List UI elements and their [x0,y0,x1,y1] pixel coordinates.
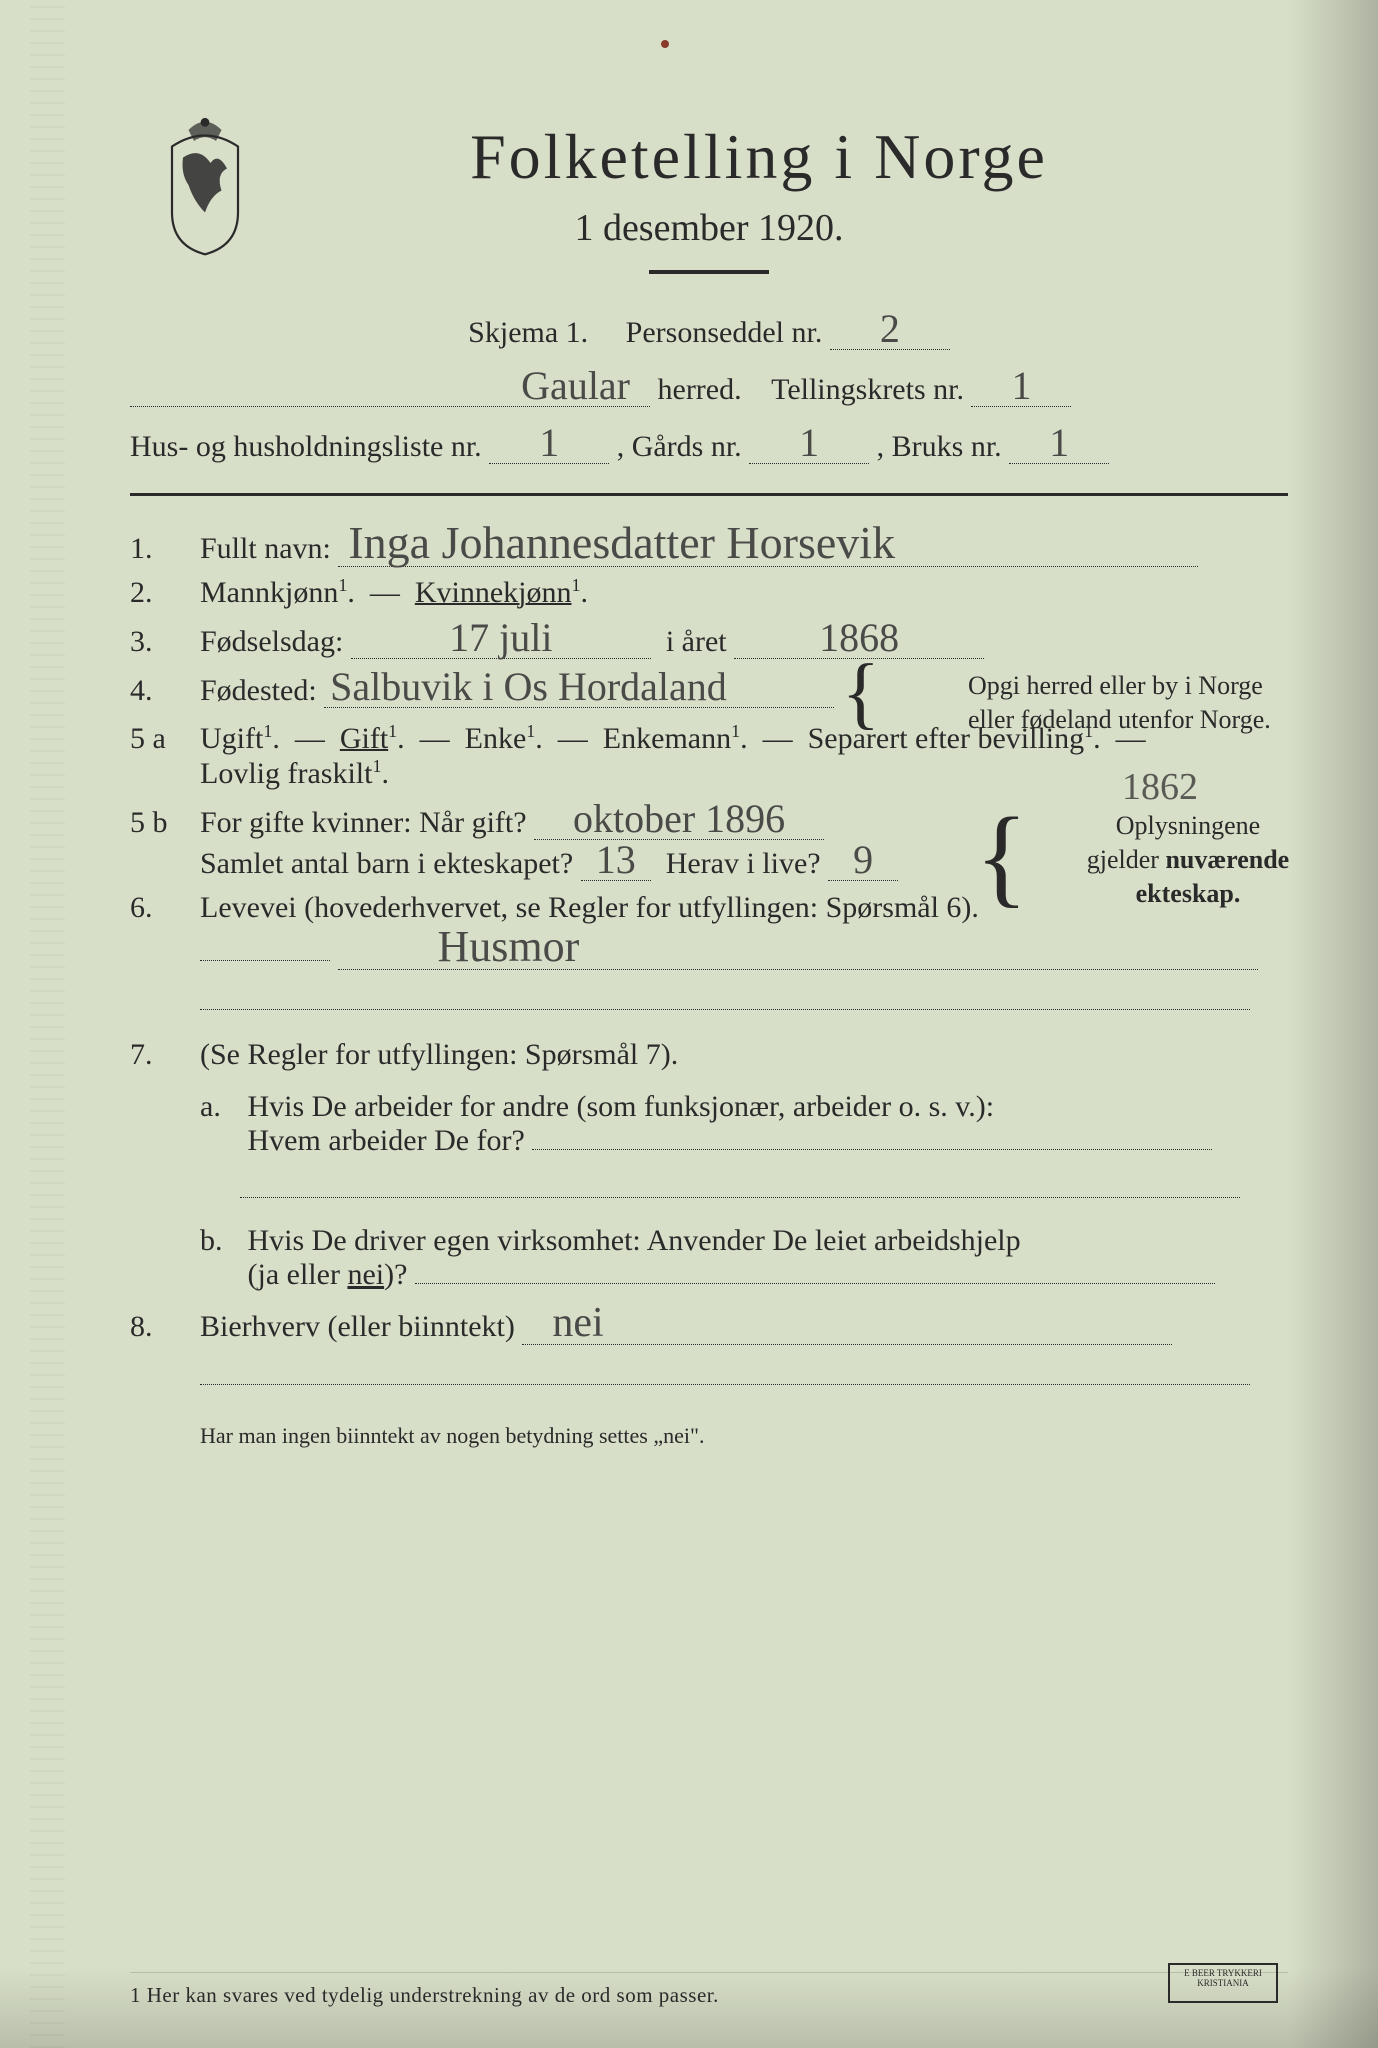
q7a-value [532,1149,1212,1150]
q8-num: 8. [130,1310,200,1344]
shadow-right [1288,0,1378,2048]
header: Folketelling i Norge 1 desember 1920. [130,120,1288,274]
census-form-page: Folketelling i Norge 1 desember 1920. Sk… [0,0,1378,2048]
q1-label: Fullt navn: [200,532,331,565]
q7b-letter: b. [200,1224,240,1258]
q4-value: Salbuvik i Os Hordaland [324,667,834,708]
q2-mann: Mannkjønn [200,576,338,609]
hus-nr: 1 [489,423,609,464]
q5b-barn-value: 13 [581,840,651,881]
q1-num: 1. [130,532,200,566]
herred-value: Gaular [130,366,650,407]
q3-year-label: i året [666,625,727,658]
q7-num: 7. [130,1038,200,1072]
q7b-value [415,1283,1215,1284]
q3: 3. Fødselsdag: 17 juli i året 1868 [130,618,1288,659]
q5b-live-label: Herav i live? [666,847,821,880]
brace-icon: { [975,829,1028,884]
gards-nr: 1 [749,423,869,464]
q5a-enke: Enke [465,722,527,755]
q7b-label: Hvis De driver egen virksomhet: Anvender… [248,1224,1021,1257]
q7a-q: Hvem arbeider De for? [248,1124,525,1157]
q5b-num: 5 b [130,806,200,840]
q4-num: 4. [130,674,200,708]
printer-stamp: E BEER TRYKKERIKRISTIANIA [1168,1963,1278,2003]
q5b-label: For gifte kvinner: Når gift? [200,806,527,839]
brace-icon: { [842,673,880,713]
personseddel-label: Personseddel nr. [626,316,823,349]
form-body: 1. Fullt navn: Inga Johannesdatter Horse… [130,520,1288,1449]
q4-note-1: Opgi herred eller by i Norge [968,671,1263,700]
meta-row-2: Gaular herred. Tellingskrets nr. 1 [130,361,1288,418]
footnote-bottom: 1 Her kan svares ved tydelig understrekn… [130,1972,1288,2008]
main-title: Folketelling i Norge [230,120,1288,194]
q6-label: Levevei (hovederhvervet, se Regler for u… [200,891,979,924]
q3-day: 17 juli [351,618,651,659]
q5b-gift-value: oktober 1896 [534,799,824,840]
q1-value: Inga Johannesdatter Horsevik [338,520,1198,567]
q5b-barn-label: Samlet antal barn i ekteskapet? [200,847,573,880]
subtitle: 1 desember 1920. [130,206,1288,250]
q4: 4. Fødested: Salbuvik i Os Hordaland { O… [130,667,1288,713]
q5b: 5 b For gifte kvinner: Når gift? oktober… [130,799,1288,881]
stain-dot [661,40,669,48]
q8-label: Bierhverv (eller biinntekt) [200,1310,515,1343]
tellingskrets-nr: 1 [971,366,1071,407]
q5a-fraskilt: Lovlig fraskilt [200,757,372,790]
q5b-live-value: 9 [828,840,898,881]
skjema-label: Skjema 1. [468,316,588,349]
bruks-label: , Bruks nr. [877,430,1002,463]
q8: 8. Bierhverv (eller biinntekt) nei [130,1302,1288,1393]
q5a: 5 a Ugift1. — Gift1. — Enke1. — Enkemann… [130,721,1288,791]
q5a-ugift: Ugift [200,722,263,755]
gards-label: , Gårds nr. [617,430,742,463]
q5b-note-1: Oplysningene [1116,811,1260,840]
personseddel-nr: 2 [830,309,950,350]
footnote-inline: Har man ingen biinntekt av nogen betydni… [200,1423,1288,1449]
bruks-nr: 1 [1009,423,1109,464]
q4-label: Fødested: [200,674,317,707]
q3-label: Fødselsdag: [200,625,343,658]
meta-row-1: Skjema 1. Personseddel nr. 2 [130,304,1288,361]
q3-num: 3. [130,625,200,659]
herred-label: herred. [658,373,742,406]
tellingskrets-label: Tellingskrets nr. [771,373,964,406]
q7: 7. (Se Regler for utfyllingen: Spørsmål … [130,1038,1288,1292]
q2-kvinne: Kvinnekjønn [415,576,572,609]
q5a-num: 5 a [130,722,200,756]
q5a-enkemann: Enkemann [603,722,731,755]
q5a-gift: Gift [340,722,388,755]
q2-num: 2. [130,576,200,610]
title-divider [649,270,769,274]
q7a-label: Hvis De arbeider for andre (som funksjon… [248,1090,995,1123]
q7b-q: (ja eller nei)? [248,1258,408,1291]
hus-label: Hus- og husholdningsliste nr. [130,430,482,463]
q2: 2. Mannkjønn1. — Kvinnekjønn1. [130,575,1288,610]
q6-num: 6. [130,891,200,925]
q7-label: (Se Regler for utfyllingen: Spørsmål 7). [200,1038,678,1071]
meta-row-3: Hus- og husholdningsliste nr. 1 , Gårds … [130,418,1288,475]
q5b-note-2: gjelder nuværende [1087,845,1289,874]
q6-value: Husmor [338,925,1258,970]
q8-value: nei [522,1302,1172,1345]
section-divider [130,493,1288,496]
q5a-separert: Separert efter bevilling [808,722,1085,755]
q6: 6. Levevei (hovederhvervet, se Regler fo… [130,891,1288,1018]
q1: 1. Fullt navn: Inga Johannesdatter Horse… [130,520,1288,567]
q7a-letter: a. [200,1090,240,1124]
coat-of-arms-icon [150,110,260,260]
